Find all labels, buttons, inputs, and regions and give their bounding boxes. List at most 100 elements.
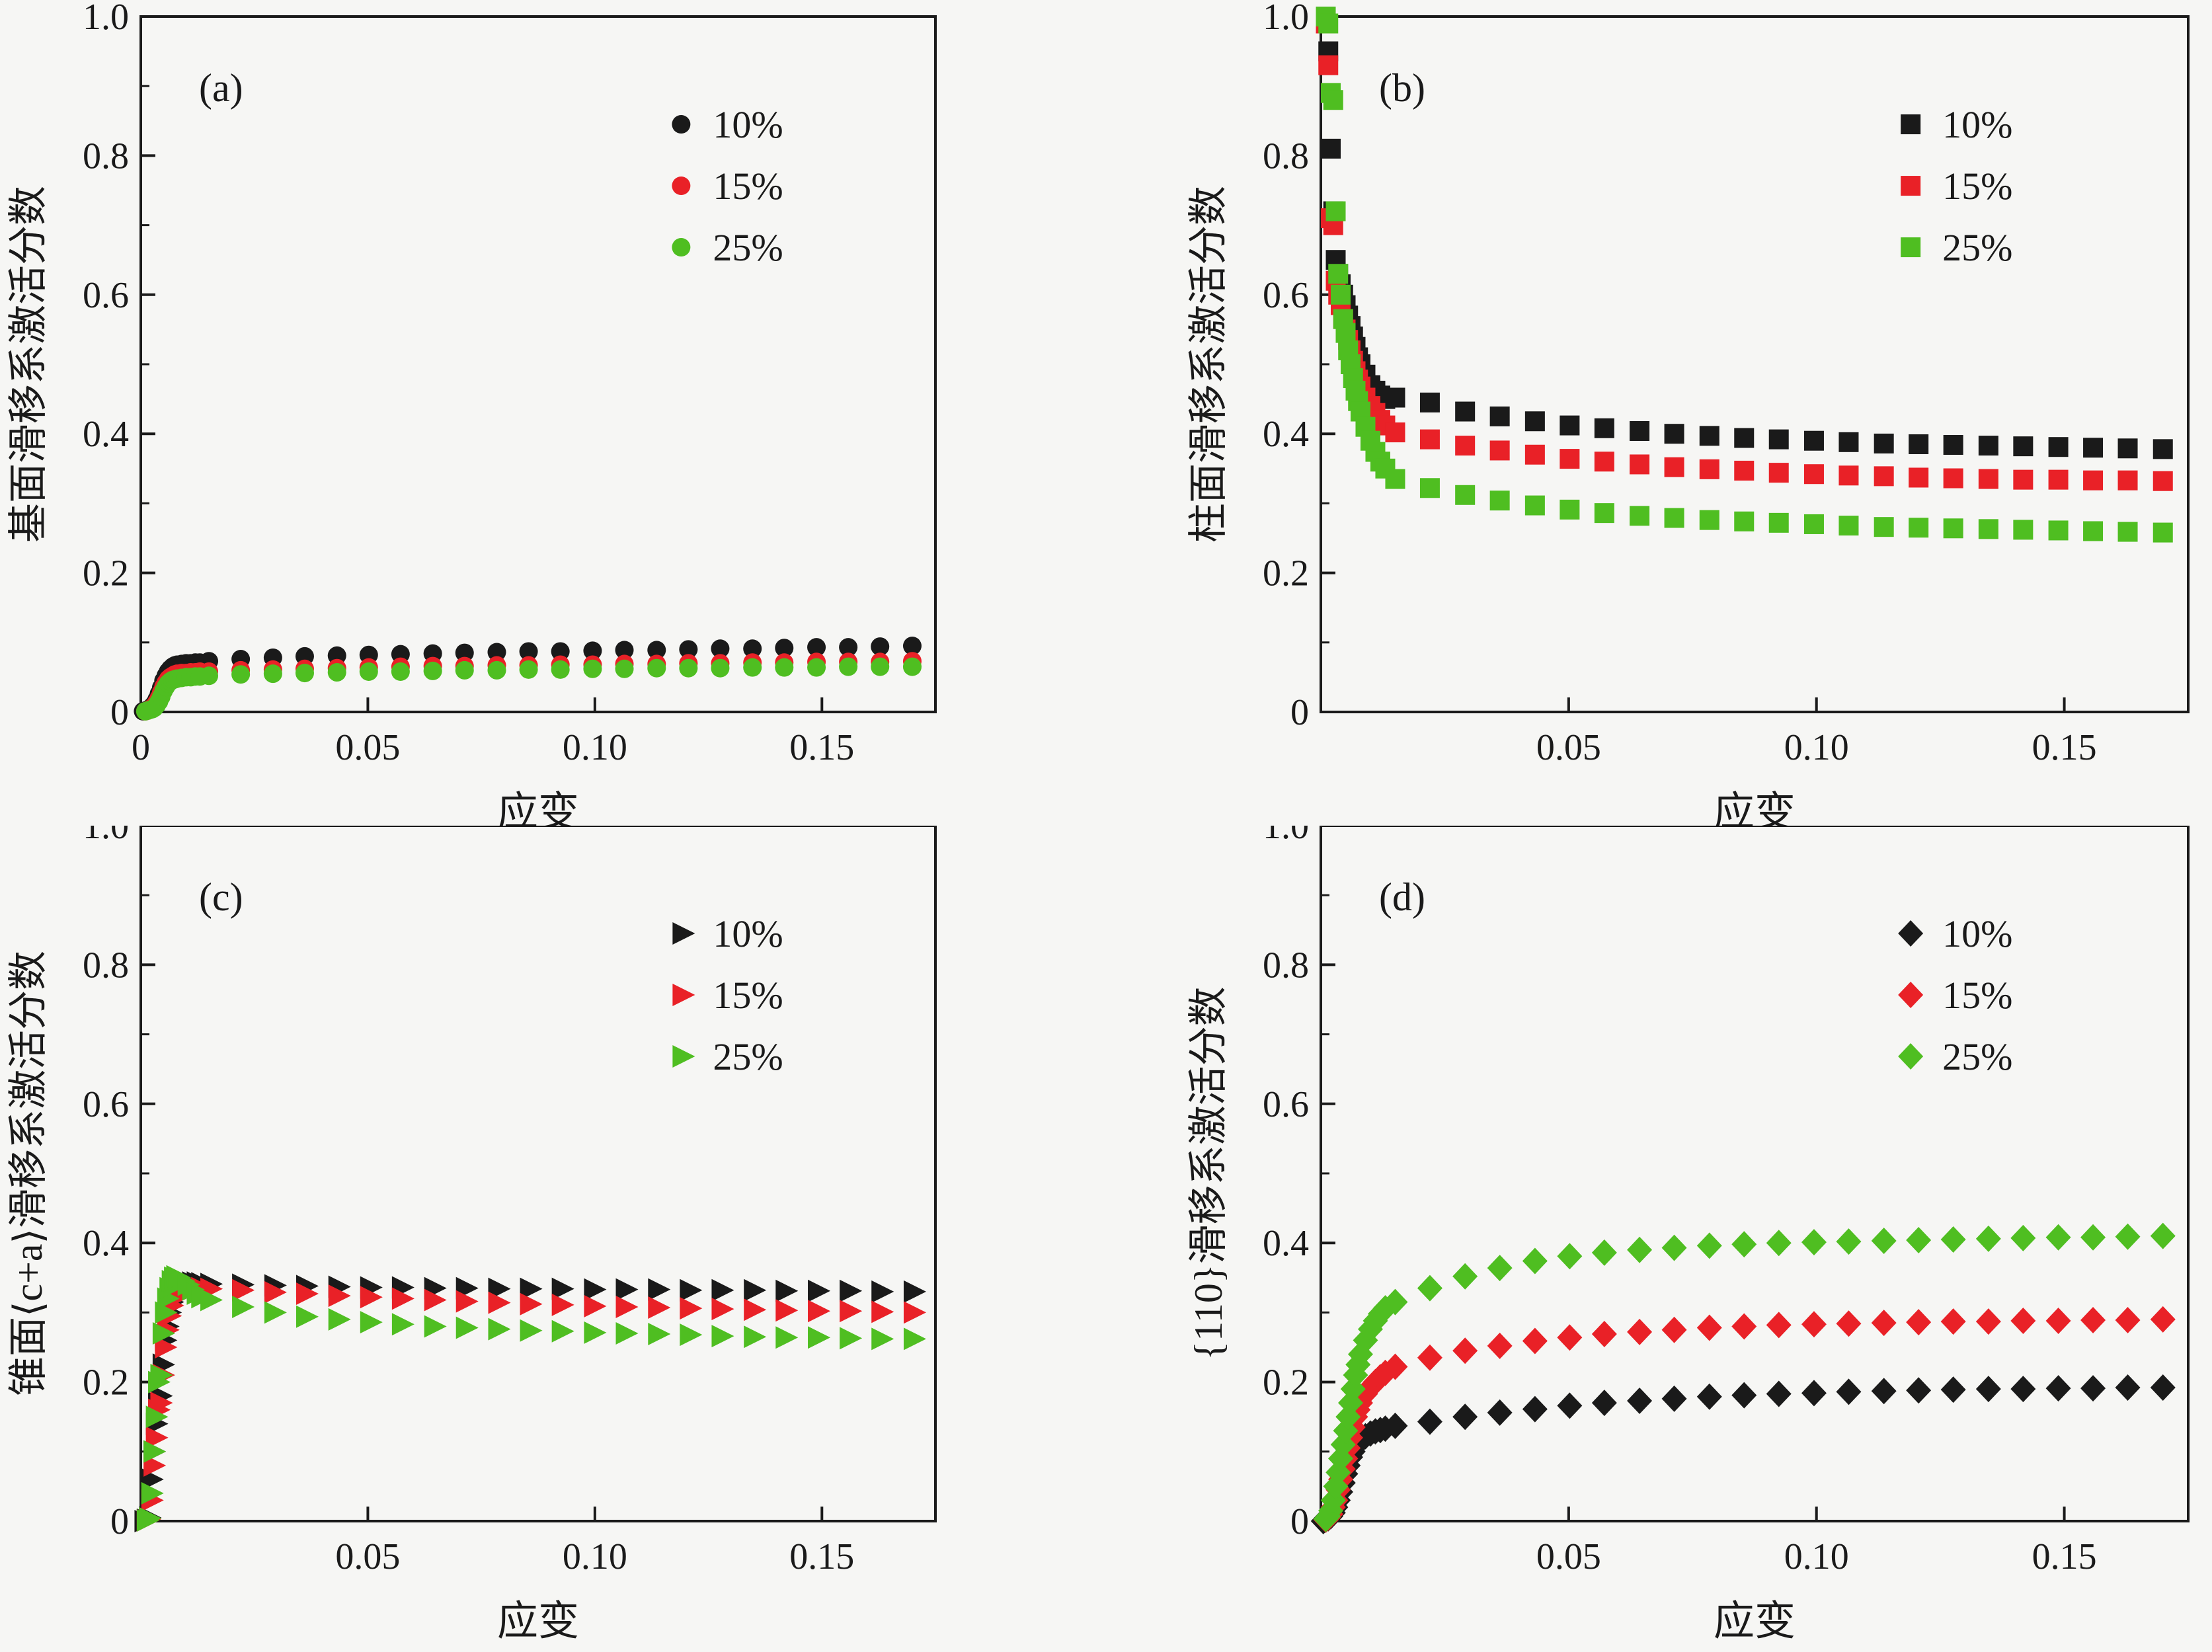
data-point-a-25% bbox=[902, 657, 922, 676]
legend-marker-c-15% bbox=[672, 984, 695, 1007]
data-point-b-15% bbox=[1909, 467, 1929, 488]
y-tick-label-a: 0 bbox=[110, 692, 129, 733]
data-point-a-10% bbox=[679, 640, 698, 659]
data-point-d-15% bbox=[2150, 1306, 2176, 1333]
data-point-c-15% bbox=[551, 1293, 574, 1316]
data-point-d-10% bbox=[1627, 1388, 1653, 1415]
data-point-d-25% bbox=[1627, 1236, 1653, 1263]
data-point-c-15% bbox=[424, 1288, 447, 1312]
data-point-d-15% bbox=[1522, 1327, 1548, 1355]
x-tick-label-d: 0.15 bbox=[2032, 1536, 2097, 1577]
data-point-a-10% bbox=[583, 641, 602, 660]
data-point-b-15% bbox=[1630, 454, 1650, 475]
data-point-a-10% bbox=[871, 637, 890, 656]
data-point-a-10% bbox=[743, 639, 762, 658]
data-point-a-25% bbox=[423, 661, 442, 680]
data-point-c-25% bbox=[520, 1319, 543, 1342]
data-point-b-15% bbox=[2013, 469, 2034, 490]
data-point-b-25% bbox=[1664, 508, 1684, 528]
data-point-d-10% bbox=[1557, 1392, 1583, 1419]
data-point-c-25% bbox=[391, 1313, 415, 1336]
data-point-c-15% bbox=[840, 1300, 863, 1323]
data-point-c-15% bbox=[150, 1392, 173, 1415]
data-point-b-25% bbox=[1909, 518, 1929, 538]
data-point-c-10% bbox=[680, 1278, 703, 1302]
data-point-d-10% bbox=[1801, 1380, 1827, 1407]
panel-a-basal-slip-chart: 0 0.05 0.10 0.15 0 0.2 0.4 0.6 0.8 1.0 (a) 10% 15% 25… bbox=[7, 0, 937, 826]
panel-b-prismatic-slip-chart: 0.05 0.10 0.15 0 0.2 0.4 0.6 0.8 1.0 (b) 10% 15% 25%… bbox=[1187, 0, 2190, 826]
data-point-d-25% bbox=[1357, 1316, 1383, 1343]
data-point-b-25% bbox=[1419, 478, 1440, 498]
data-point-d-25% bbox=[1452, 1263, 1478, 1290]
data-point-d-25% bbox=[1333, 1417, 1359, 1444]
data-point-d-15% bbox=[1487, 1332, 1513, 1359]
y-tick-label-d: 1.0 bbox=[1263, 826, 1309, 847]
data-point-d-10% bbox=[1940, 1376, 1966, 1403]
data-point-b-10% bbox=[2117, 438, 2138, 459]
y-tick-label-d: 0.6 bbox=[1263, 1084, 1309, 1125]
data-point-a-25% bbox=[743, 658, 762, 677]
data-point-a-25% bbox=[551, 660, 570, 679]
data-point-b-25% bbox=[1318, 13, 1339, 34]
data-point-d-15% bbox=[1906, 1309, 1932, 1336]
data-point-b-25% bbox=[1325, 201, 1346, 221]
data-point-b-10% bbox=[1419, 392, 1440, 413]
legend-label-a: 10% bbox=[713, 103, 783, 146]
y-tick-label-d: 0.8 bbox=[1263, 945, 1309, 986]
data-point-b-25% bbox=[1803, 514, 1824, 534]
data-point-b-10% bbox=[1594, 418, 1614, 438]
legend-label-a: 25% bbox=[713, 226, 783, 269]
data-point-d-25% bbox=[1871, 1228, 1897, 1255]
data-point-b-25% bbox=[1978, 519, 1998, 539]
legend-marker-a-15% bbox=[672, 177, 691, 196]
data-point-d-25% bbox=[1353, 1327, 1378, 1354]
panel-d-110-slip-chart: 0.05 0.10 0.15 0 0.2 0.4 0.6 0.8 1.0 (d) 10% 15% 25%… bbox=[1187, 826, 2190, 1644]
data-point-b-15% bbox=[1838, 465, 1859, 486]
data-point-c-15% bbox=[584, 1294, 607, 1318]
data-point-c-25% bbox=[141, 1481, 164, 1505]
data-point-d-10% bbox=[2045, 1375, 2071, 1402]
data-point-a-10% bbox=[487, 643, 506, 662]
legend-marker-b-15% bbox=[1901, 176, 1921, 196]
y-tick-label-a: 1.0 bbox=[83, 0, 129, 38]
data-point-b-15% bbox=[1489, 440, 1510, 461]
data-point-b-10% bbox=[1978, 436, 1998, 456]
data-point-b-25% bbox=[1385, 469, 1405, 489]
data-point-b-10% bbox=[1838, 432, 1859, 452]
data-point-b-15% bbox=[1734, 460, 1755, 481]
data-point-d-10% bbox=[1591, 1390, 1617, 1417]
data-point-d-25% bbox=[1591, 1239, 1617, 1266]
data-point-c-15% bbox=[488, 1291, 511, 1314]
data-point-b-10% bbox=[1664, 424, 1684, 444]
legend-label-d: 25% bbox=[1942, 1035, 2012, 1078]
data-point-c-25% bbox=[200, 1288, 223, 1312]
data-point-b-25% bbox=[1838, 516, 1859, 536]
data-point-b-15% bbox=[1874, 466, 1894, 487]
data-point-d-15% bbox=[1836, 1310, 1862, 1337]
data-point-b-25% bbox=[1489, 491, 1510, 511]
data-point-b-15% bbox=[1594, 452, 1614, 472]
data-point-a-25% bbox=[775, 658, 794, 677]
data-point-b-15% bbox=[2083, 470, 2104, 491]
y-tick-label-b: 0.8 bbox=[1263, 136, 1309, 177]
panel-c-pyramidal-slip-chart: 0.05 0.10 0.15 0 0.2 0.4 0.6 0.8 1.0 (c) 10% 15% 25%… bbox=[7, 826, 937, 1644]
data-point-d-25% bbox=[1696, 1232, 1722, 1259]
data-point-c-25% bbox=[903, 1327, 926, 1351]
data-point-c-25% bbox=[808, 1326, 831, 1349]
data-point-c-25% bbox=[150, 1364, 173, 1387]
data-point-d-15% bbox=[2010, 1308, 2036, 1335]
data-point-d-10% bbox=[2150, 1374, 2176, 1401]
data-point-a-10% bbox=[775, 639, 794, 658]
data-point-c-25% bbox=[143, 1440, 167, 1463]
data-point-b-10% bbox=[1768, 429, 1789, 450]
data-point-d-25% bbox=[1836, 1228, 1862, 1255]
data-point-d-15% bbox=[1696, 1314, 1722, 1341]
data-point-d-15% bbox=[2045, 1308, 2071, 1335]
data-point-d-25% bbox=[2010, 1224, 2036, 1251]
data-point-b-25% bbox=[1455, 485, 1476, 505]
data-point-c-15% bbox=[391, 1287, 415, 1310]
y-tick-label-d: 0.4 bbox=[1263, 1223, 1309, 1264]
y-tick-label-d: 0.2 bbox=[1263, 1362, 1309, 1403]
data-point-b-25% bbox=[1768, 512, 1789, 533]
data-point-c-15% bbox=[680, 1297, 703, 1320]
